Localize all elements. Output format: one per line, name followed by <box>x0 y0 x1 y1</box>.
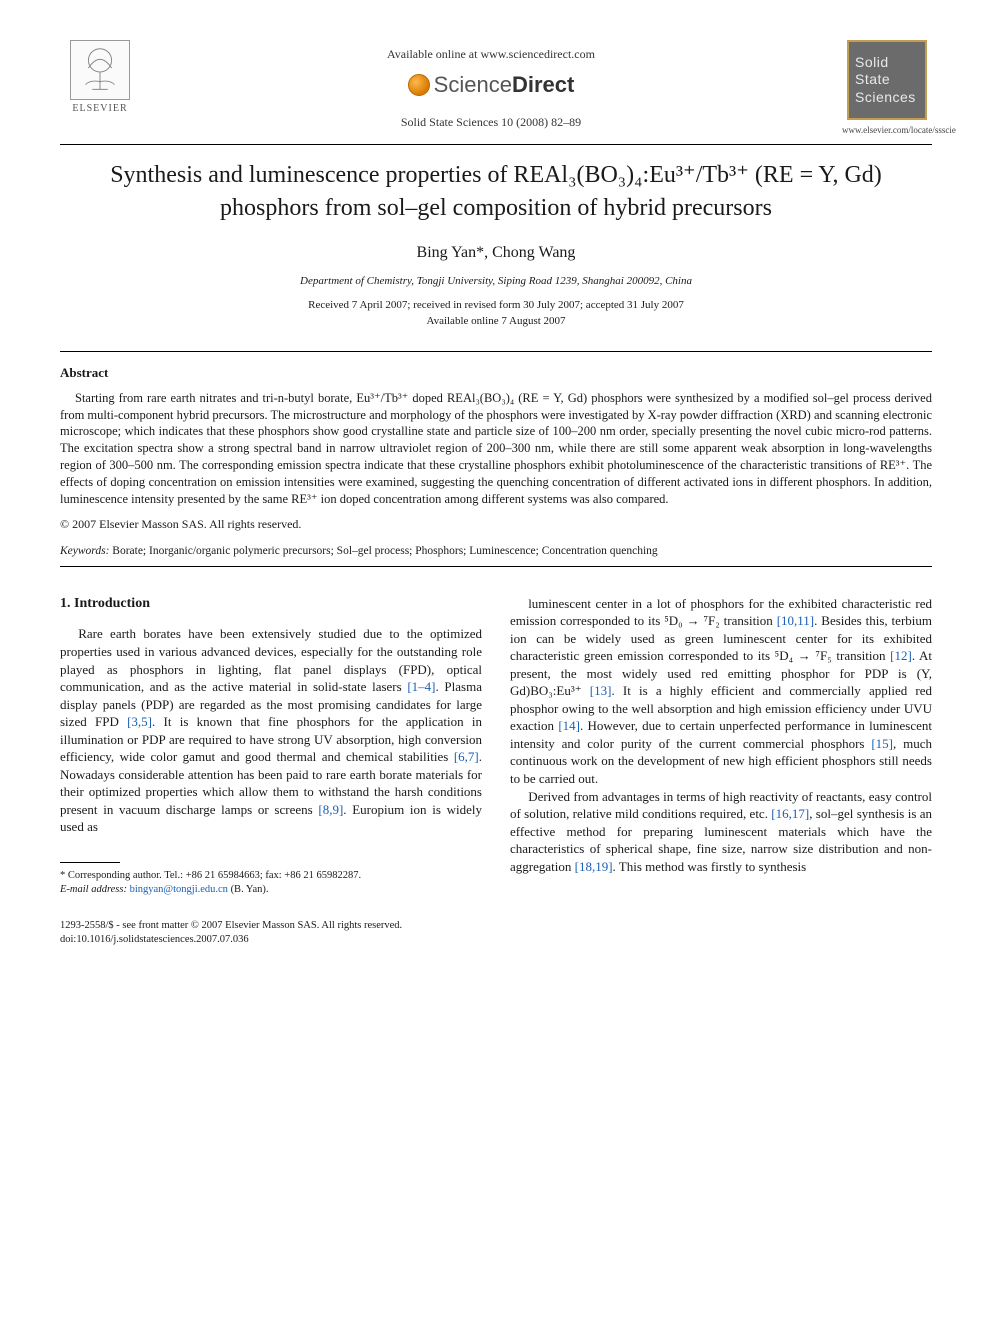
sciencedirect-orb-icon <box>408 74 430 96</box>
intro-paragraph-1: Rare earth borates have been extensively… <box>60 625 482 836</box>
dates-received: Received 7 April 2007; received in revis… <box>60 298 932 313</box>
copyright-line: © 2007 Elsevier Masson SAS. All rights r… <box>60 516 932 532</box>
affiliation: Department of Chemistry, Tongji Universi… <box>60 274 932 289</box>
journal-header: ELSEVIER Available online at www.science… <box>60 40 932 142</box>
sd-word-light: Science <box>434 72 512 97</box>
footer-issn-line: 1293-2558/$ - see front matter © 2007 El… <box>60 919 932 933</box>
publisher-name: ELSEVIER <box>72 102 127 116</box>
email-label: E-mail address: <box>60 884 127 895</box>
intro-paragraph-2: luminescent center in a lot of phosphors… <box>510 595 932 788</box>
citation-ref[interactable]: [18,19] <box>575 859 613 874</box>
footer-doi-line: doi:10.1016/j.solidstatesciences.2007.07… <box>60 933 932 947</box>
dates-online: Available online 7 August 2007 <box>60 314 932 329</box>
header-rule <box>60 144 932 145</box>
body-columns: 1. Introduction Rare earth borates have … <box>60 595 932 898</box>
sd-word-bold: Direct <box>512 72 574 97</box>
journal-cover-icon: Solid State Sciences <box>847 40 927 120</box>
page-footer: 1293-2558/$ - see front matter © 2007 El… <box>60 919 932 946</box>
keywords-label: Keywords: <box>60 545 109 557</box>
article-dates: Received 7 April 2007; received in revis… <box>60 298 932 329</box>
header-center: Available online at www.sciencedirect.co… <box>140 40 842 130</box>
footnote-line2: E-mail address: bingyan@tongji.edu.cn (B… <box>60 883 482 897</box>
authors: Bing Yan*, Chong Wang <box>60 242 932 264</box>
sciencedirect-logo: ScienceDirect <box>140 70 842 100</box>
citation-ref[interactable]: [8,9] <box>318 802 343 817</box>
publisher-logo: ELSEVIER <box>60 40 140 116</box>
citation-ref[interactable]: [6,7] <box>454 749 479 764</box>
journal-url: www.elsevier.com/locate/ssscie <box>842 124 932 136</box>
citation-ref[interactable]: [15] <box>871 736 893 751</box>
section-heading-intro: 1. Introduction <box>60 595 482 614</box>
journal-logo-line: Solid <box>855 55 919 70</box>
available-online-text: Available online at www.sciencedirect.co… <box>140 46 842 62</box>
citation-ref[interactable]: [13] <box>590 683 612 698</box>
intro-paragraph-3: Derived from advantages in terms of high… <box>510 788 932 876</box>
email-attribution: (B. Yan). <box>231 884 269 895</box>
citation-ref[interactable]: [14] <box>558 718 580 733</box>
column-left: 1. Introduction Rare earth borates have … <box>60 595 482 898</box>
citation-ref[interactable]: [10,11] <box>777 613 814 628</box>
keywords: Keywords: Borate; Inorganic/organic poly… <box>60 544 932 560</box>
citation-ref[interactable]: [16,17] <box>771 806 809 821</box>
citation-ref[interactable]: [3,5] <box>127 714 152 729</box>
sciencedirect-wordmark: ScienceDirect <box>434 70 575 100</box>
author-names: Bing Yan*, Chong Wang <box>417 244 576 261</box>
journal-logo-line: Sciences <box>855 90 919 105</box>
journal-logo-block: Solid State Sciences www.elsevier.com/lo… <box>842 40 932 136</box>
abstract-text: Starting from rare earth nitrates and tr… <box>60 390 932 508</box>
article-title: Synthesis and luminescence properties of… <box>60 159 932 224</box>
citation-ref[interactable]: [12] <box>890 648 912 663</box>
elsevier-tree-icon <box>70 40 130 100</box>
corresponding-author-footnote: * Corresponding author. Tel.: +86 21 659… <box>60 869 482 897</box>
footnote-separator <box>60 862 120 863</box>
footnote-line1: * Corresponding author. Tel.: +86 21 659… <box>60 869 482 883</box>
abstract-heading: Abstract <box>60 364 932 382</box>
corresponding-email-link[interactable]: bingyan@tongji.edu.cn <box>130 884 228 895</box>
journal-reference: Solid State Sciences 10 (2008) 82–89 <box>140 114 842 130</box>
journal-logo-line: State <box>855 72 919 87</box>
citation-ref[interactable]: [1–4] <box>407 679 435 694</box>
abstract-bottom-rule <box>60 566 932 567</box>
keywords-list: Borate; Inorganic/organic polymeric prec… <box>112 545 657 557</box>
column-right: luminescent center in a lot of phosphors… <box>510 595 932 898</box>
